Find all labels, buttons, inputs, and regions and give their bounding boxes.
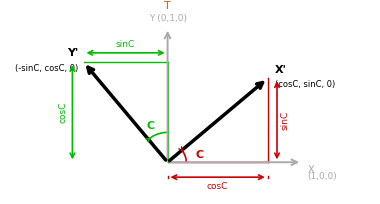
Text: Y (0,1,0): Y (0,1,0) [149,14,187,23]
Text: sinC: sinC [281,111,290,130]
Text: X': X' [275,64,287,74]
Text: (cosC, sinC, 0): (cosC, sinC, 0) [275,80,336,89]
Text: T: T [164,1,171,11]
Text: cosC: cosC [207,182,228,191]
Text: X: X [307,165,314,175]
Text: (-sinC, cosC, 0): (-sinC, cosC, 0) [15,64,78,73]
Text: cosC: cosC [59,102,68,123]
Text: sinC: sinC [116,40,135,49]
Text: C: C [195,150,203,160]
Text: (1,0,0): (1,0,0) [307,172,337,181]
Text: Y': Y' [67,48,78,58]
Text: C: C [147,121,155,131]
